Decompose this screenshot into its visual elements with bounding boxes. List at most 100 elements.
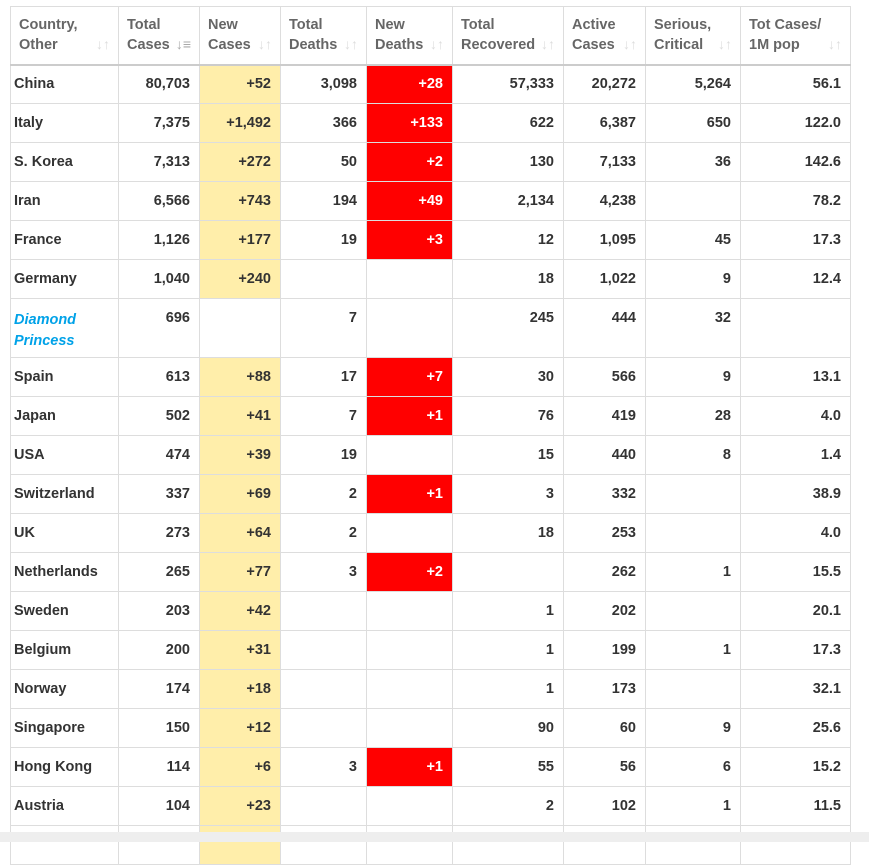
cell-serious-critical: 1: [645, 552, 741, 592]
cell-serious-critical: 9: [645, 259, 741, 299]
header-label-line2: Other: [19, 37, 58, 54]
header-total-cases[interactable]: Total Cases ↓≡: [118, 6, 200, 66]
cell-total-deaths: 17: [280, 357, 367, 397]
cell-total-deaths: 194: [280, 181, 367, 221]
header-total-recovered[interactable]: Total Recovered ↓↑: [452, 6, 564, 66]
cell-total-deaths: 2: [280, 513, 367, 553]
cell-total-deaths: 50: [280, 142, 367, 182]
cell-new-cases: +18: [199, 669, 281, 709]
cell-total-deaths: [280, 259, 367, 299]
cell-total-cases: 337: [118, 474, 200, 514]
cell-new-deaths: [366, 513, 453, 553]
table-row: Norway 174 +18 1 173 32.1: [10, 669, 851, 709]
header-country[interactable]: Country, Other ↓↑: [10, 6, 119, 66]
cell-new-cases: +77: [199, 552, 281, 592]
header-label-line2: 1M pop: [749, 37, 800, 54]
header-cases-per-million[interactable]: Tot Cases/1M pop ↓↑: [740, 6, 851, 66]
cell-active-cases: 419: [563, 396, 646, 436]
cell-total-recovered: 30: [452, 357, 564, 397]
cell-total-cases: 200: [118, 630, 200, 670]
cell-new-deaths: [366, 708, 453, 748]
cell-total-recovered: [452, 552, 564, 592]
header-total-deaths[interactable]: Total Deaths ↓↑: [280, 6, 367, 66]
cell-active-cases: 199: [563, 630, 646, 670]
table-row: Austria 104 +23 2 102 1 11.5: [10, 786, 851, 826]
country-link[interactable]: Diamond Princess: [10, 298, 119, 358]
sort-icon[interactable]: ↓↑: [828, 35, 842, 52]
cell-total-cases: 273: [118, 513, 200, 553]
cell-total-deaths: 3,098: [280, 64, 367, 104]
cell-new-deaths: +1: [366, 396, 453, 436]
cell-total-recovered: 2: [452, 786, 564, 826]
table-row: Iran 6,566 +743 194 +49 2,134 4,238 78.2: [10, 181, 851, 221]
table-row: Italy 7,375 +1,492 366 +133 622 6,387 650 122.0: [10, 103, 851, 143]
cell-serious-critical: 8: [645, 435, 741, 475]
cell-serious-critical: [645, 513, 741, 553]
table-row: Sweden 203 +42 1 202 20.1: [10, 591, 851, 631]
cell-total-cases: 613: [118, 357, 200, 397]
cell-cases-per-million: 56.1: [740, 64, 851, 104]
cell-country: Netherlands: [10, 552, 119, 592]
cell-country: Norway: [10, 669, 119, 709]
cell-total-deaths: [280, 591, 367, 631]
header-serious-critical[interactable]: Serious, Critical ↓↑: [645, 6, 741, 66]
sort-icon[interactable]: ↓↑: [718, 35, 732, 52]
cell-serious-critical: 45: [645, 220, 741, 260]
cell-country: Belgium: [10, 630, 119, 670]
header-label-line1: Total: [461, 17, 495, 34]
table-row: Singapore 150 +12 90 60 9 25.6: [10, 708, 851, 748]
cell-cases-per-million: 12.4: [740, 259, 851, 299]
cell-country: Iran: [10, 181, 119, 221]
cell-total-cases: 80,703: [118, 64, 200, 104]
cell-new-cases: [199, 298, 281, 358]
header-label-line1: Tot Cases/: [749, 17, 822, 34]
cell-total-recovered: 2,134: [452, 181, 564, 221]
sort-descending-icon[interactable]: ↓≡: [175, 35, 191, 52]
header-new-cases[interactable]: New Cases ↓↑: [199, 6, 281, 66]
cell-new-cases: +1,492: [199, 103, 281, 143]
cell-country: Spain: [10, 357, 119, 397]
table-row: Diamond Princess 696 7 245 444 32: [10, 298, 851, 358]
coronavirus-table-container: Country, Other ↓↑ Total Cases ↓≡ New Cases ↓↑ Tot…: [10, 6, 851, 865]
header-label-line2: Deaths: [375, 37, 424, 54]
sort-icon[interactable]: ↓↑: [430, 35, 444, 52]
cell-country: Germany: [10, 259, 119, 299]
table-row: Japan 502 +41 7 +1 76 419 28 4.0: [10, 396, 851, 436]
cell-cases-per-million: 4.0: [740, 513, 851, 553]
cell-active-cases: 332: [563, 474, 646, 514]
cell-new-deaths: [366, 669, 453, 709]
cell-serious-critical: 1: [645, 630, 741, 670]
cell-serious-critical: 32: [645, 298, 741, 358]
cell-active-cases: 56: [563, 747, 646, 787]
cell-active-cases: 440: [563, 435, 646, 475]
header-label-line2: Recovered: [461, 37, 536, 54]
header-new-deaths[interactable]: New Deaths ↓↑: [366, 6, 453, 66]
cell-new-deaths: +28: [366, 64, 453, 104]
sort-icon[interactable]: ↓↑: [344, 35, 358, 52]
cell-country: France: [10, 220, 119, 260]
cell-new-deaths: [366, 259, 453, 299]
sort-icon[interactable]: ↓↑: [258, 35, 272, 52]
cell-total-cases: 174: [118, 669, 200, 709]
cell-new-deaths: [366, 298, 453, 358]
cell-country: Singapore: [10, 708, 119, 748]
sort-icon[interactable]: ↓↑: [96, 35, 110, 52]
cell-new-deaths: [366, 630, 453, 670]
horizontal-scrollbar-track[interactable]: [0, 832, 869, 842]
cell-total-deaths: 3: [280, 552, 367, 592]
table-row: Germany 1,040 +240 18 1,022 9 12.4: [10, 259, 851, 299]
sort-icon[interactable]: ↓↑: [541, 35, 555, 52]
header-label-line1: Total: [289, 17, 323, 34]
cell-total-deaths: 3: [280, 747, 367, 787]
header-active-cases[interactable]: Active Cases ↓↑: [563, 6, 646, 66]
cell-new-cases: +12: [199, 708, 281, 748]
cell-country: USA: [10, 435, 119, 475]
cell-cases-per-million: 25.6: [740, 708, 851, 748]
table-row: Spain 613 +88 17 +7 30 566 9 13.1: [10, 357, 851, 397]
cell-cases-per-million: 11.5: [740, 786, 851, 826]
cell-new-deaths: +133: [366, 103, 453, 143]
cell-new-cases: +23: [199, 786, 281, 826]
sort-icon[interactable]: ↓↑: [623, 35, 637, 52]
cell-country: Austria: [10, 786, 119, 826]
cell-cases-per-million: 17.3: [740, 630, 851, 670]
